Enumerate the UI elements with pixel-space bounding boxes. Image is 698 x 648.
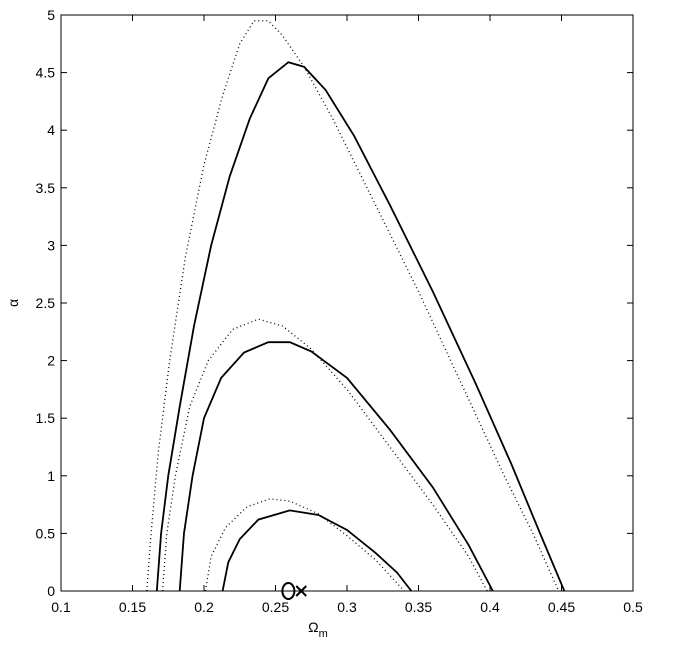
- x-axis-label-sub: m: [319, 628, 328, 640]
- y-axis-label: α: [5, 299, 21, 307]
- x-tick-label: 0.15: [119, 599, 146, 615]
- x-tick-label: 0.35: [405, 599, 432, 615]
- x-tick-label: 0.4: [480, 599, 500, 615]
- x-tick-label: 0.25: [262, 599, 289, 615]
- y-tick-label: 5: [47, 7, 55, 23]
- contour-line: [178, 341, 494, 592]
- x-axis-label-main: Ω: [308, 619, 318, 635]
- contour-line: [146, 20, 560, 592]
- y-tick-label: 2.5: [36, 295, 56, 311]
- y-tick-label: 0.5: [36, 525, 56, 541]
- marker-cross: [295, 585, 307, 597]
- y-tick-label: 1: [47, 468, 55, 484]
- contour-line: [161, 318, 488, 592]
- x-tick-label: 0.3: [337, 599, 357, 615]
- y-tick-label: 2: [47, 353, 55, 369]
- y-tick-label: 3.5: [36, 180, 56, 196]
- y-tick-label: 4: [47, 122, 55, 138]
- x-tick-label: 0.1: [51, 599, 71, 615]
- y-tick-label: 1.5: [36, 410, 56, 426]
- y-tick-label: 4.5: [36, 65, 56, 81]
- y-tick-label: 0: [47, 583, 55, 599]
- contour-line: [221, 509, 413, 592]
- x-tick-label: 0.45: [548, 599, 575, 615]
- x-axis-label: Ωm: [308, 619, 328, 640]
- y-tick-label: 3: [47, 237, 55, 253]
- contour-line: [155, 61, 566, 592]
- x-tick-label: 0.2: [194, 599, 214, 615]
- marker-circle: [281, 582, 296, 600]
- plot-frame: [60, 14, 634, 592]
- x-tick-label: 0.5: [623, 599, 643, 615]
